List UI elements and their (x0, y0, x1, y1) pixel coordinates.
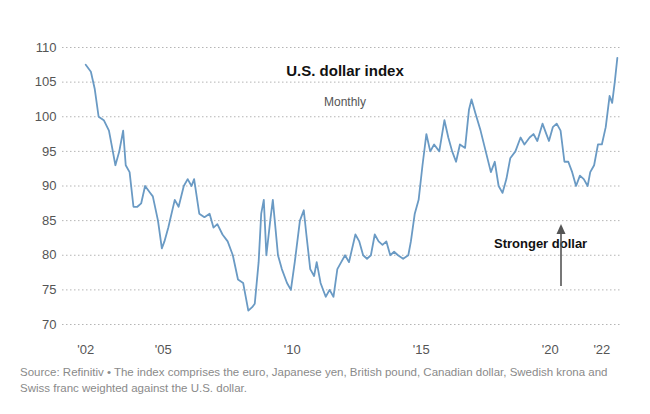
svg-text:105: 105 (35, 74, 57, 89)
svg-text:70: 70 (42, 317, 56, 332)
html-text:Monthly: Monthly (324, 95, 366, 109)
html-text:Stronger dollar: Stronger dollar (494, 236, 588, 251)
svg-text:110: 110 (36, 40, 57, 55)
svg-text:'22: '22 (593, 342, 610, 357)
svg-text:100: 100 (35, 109, 57, 124)
html-text:U.S. dollar index: U.S. dollar index (286, 62, 404, 79)
svg-text:75: 75 (42, 282, 56, 297)
svg-text:95: 95 (42, 144, 56, 159)
svg-text:'15: '15 (413, 342, 430, 357)
html-text:Source: Refinitiv • The index: Source: Refinitiv • The index comprises … (20, 366, 608, 394)
svg-text:'05: '05 (155, 342, 172, 357)
svg-text:'02: '02 (77, 342, 94, 357)
svg-text:85: 85 (42, 213, 56, 228)
svg-text:90: 90 (42, 178, 56, 193)
svg-text:'20: '20 (542, 342, 559, 357)
svg-text:80: 80 (42, 247, 56, 262)
svg-text:'10: '10 (284, 342, 301, 357)
